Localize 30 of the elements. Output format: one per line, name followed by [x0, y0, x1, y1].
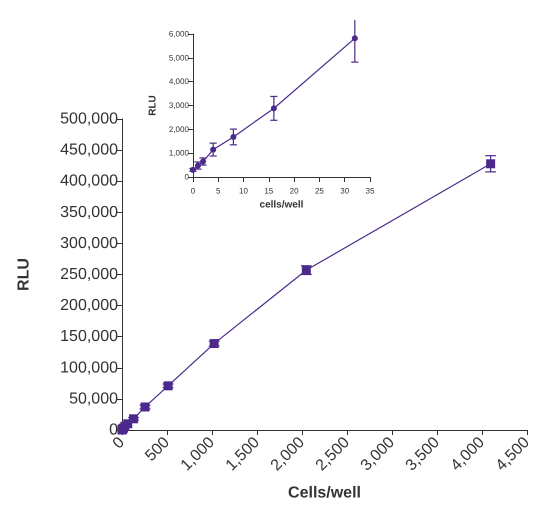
x-tick-label: 15 — [264, 186, 274, 196]
y-tick-label: 150,000 — [60, 328, 118, 346]
y-tick-label: 200,000 — [60, 297, 118, 314]
y-tick-label: 450,000 — [60, 142, 118, 159]
x-tick-label: 35 — [366, 186, 375, 196]
y-tick-label: 1,000 — [168, 148, 190, 158]
y-tick-label: 0 — [109, 422, 118, 438]
y-tick-label: 3,000 — [168, 101, 190, 110]
x-tick-label: 25 — [314, 186, 324, 196]
x-tick-label: 20 — [290, 186, 300, 196]
x-tick-label: 30 — [340, 186, 350, 196]
y-axis-title: RLU — [148, 95, 158, 116]
y-tick-label: 2,000 — [168, 124, 190, 134]
y-tick-label: 4,000 — [168, 77, 190, 86]
x-tick-label: 0 — [190, 186, 196, 196]
x-axis-title: Cells/well — [288, 484, 361, 502]
y-tick-label: 300,000 — [60, 234, 118, 252]
x-tick-label: 10 — [239, 186, 249, 196]
x-tick-label: 5 — [216, 186, 221, 196]
y-axis-title: RLU — [16, 258, 32, 291]
y-tick-label: 6,000 — [168, 30, 190, 38]
y-tick-label: 350,000 — [60, 204, 118, 221]
y-tick-label: 500,000 — [60, 110, 118, 128]
y-tick-label: 50,000 — [69, 390, 118, 408]
y-tick-label: 250,000 — [60, 266, 118, 283]
y-tick-label: 100,000 — [60, 359, 118, 376]
y-tick-label: 5,000 — [168, 53, 190, 62]
y-tick-label: 400,000 — [60, 172, 118, 190]
x-axis-title: cells/well — [260, 199, 304, 210]
x-tick-label: 500 — [142, 434, 174, 465]
